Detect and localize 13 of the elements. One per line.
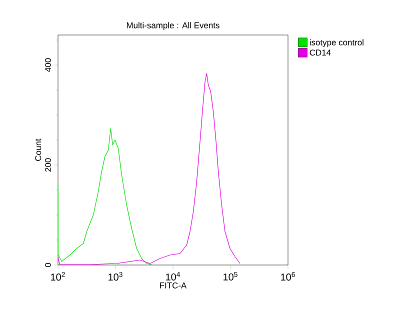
x-tick-label: 10$^{5}$ xyxy=(224,272,238,281)
x-tick-label: 10$^{6}$ xyxy=(281,272,295,281)
legend-label: CD14 xyxy=(310,50,331,56)
x-tick-label: 10$^{4}$ xyxy=(166,272,180,281)
x-tick-label: 10$^{3}$ xyxy=(108,272,122,281)
legend-label: isotype control xyxy=(310,39,364,48)
y-tick-label: 400 xyxy=(45,58,51,72)
x-axis-title: FITC-A xyxy=(160,282,187,288)
x-tick-label: 10$^{2}$ xyxy=(51,272,65,281)
y-tick-label: 0 xyxy=(45,262,51,268)
y-axis-title: Count xyxy=(35,138,42,161)
chart-title: Multi-sample : All Events xyxy=(126,22,220,30)
y-tick-label: 200 xyxy=(45,158,51,172)
